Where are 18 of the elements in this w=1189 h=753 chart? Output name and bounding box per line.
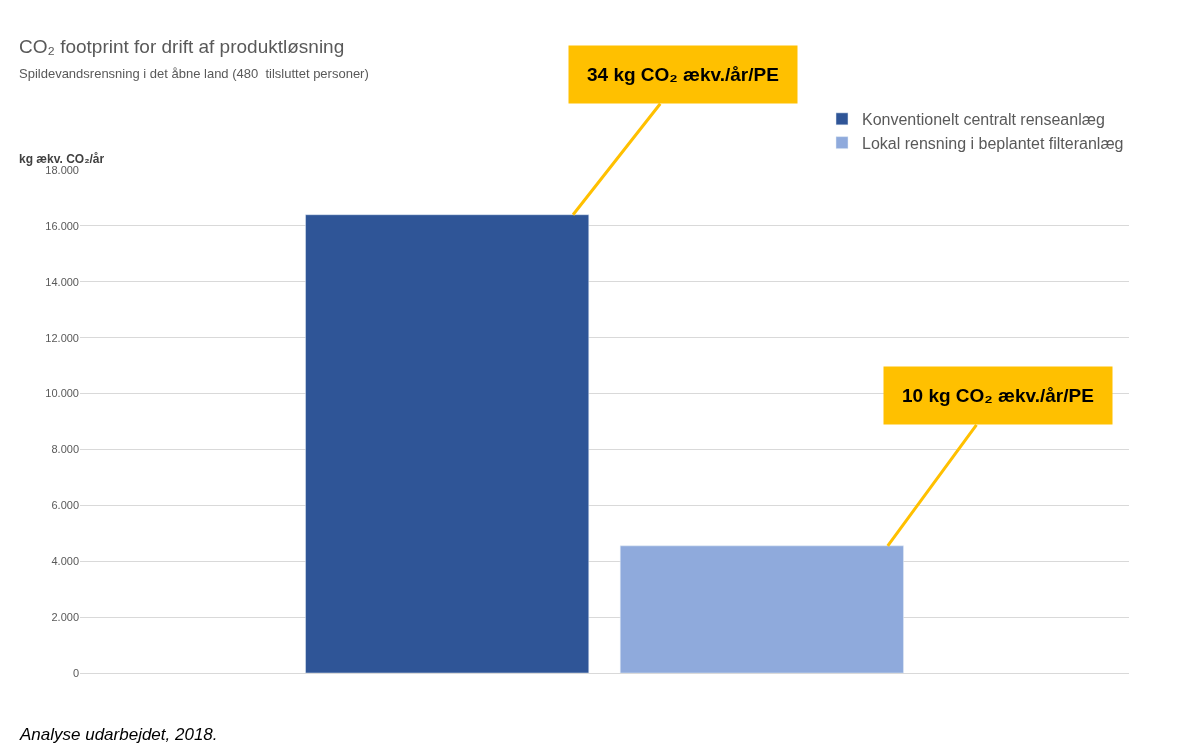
y-tick-label: 12.000 (45, 331, 79, 344)
y-tick-label: 14.000 (45, 275, 79, 288)
y-tick-label: 2.000 (51, 610, 79, 623)
annotation: 10 kg CO₂ ækv./år/PE (902, 385, 1094, 406)
legend-label: Konventionelt centralt renseanlæg (862, 111, 1105, 129)
y-tick-label: 10.000 (45, 387, 79, 400)
legend-label: Lokal rensning i beplantet filteranlæg (862, 134, 1124, 152)
text: Analyse udarbejdet, 2018. (19, 725, 218, 744)
y-tick-label: 8.000 (51, 443, 79, 456)
y-tick-label: 4.000 (51, 555, 79, 568)
chart-subtitle: Spildevandsrensning i det åbne land (480 tilsluttet personer) (19, 66, 369, 81)
y-tick-label: 16.000 (45, 219, 79, 232)
y-tick-label: 18.000 (45, 163, 79, 176)
chart-title: CO₂ footprint for drift af produktløsning (19, 36, 345, 57)
y-tick-label: 6.000 (51, 499, 79, 512)
y-tick-label: 0 (72, 666, 79, 679)
text: 34 kg CO₂ ækv./år/PE (587, 64, 779, 85)
y-axis-title: kg ækv. CO₂/år (19, 152, 105, 166)
